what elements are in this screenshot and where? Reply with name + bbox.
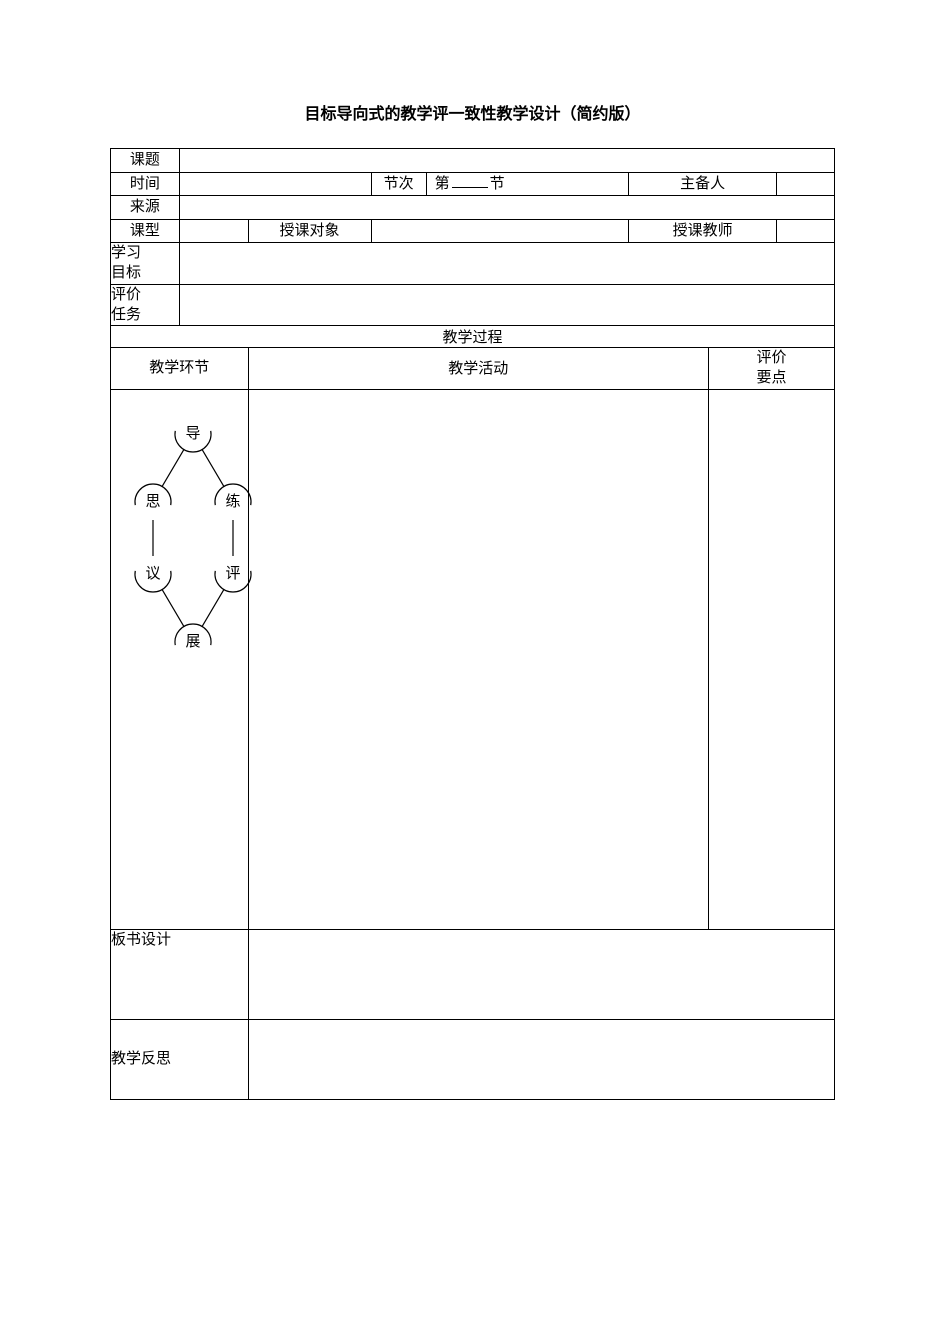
svg-text:练: 练 <box>225 493 240 510</box>
label-time: 时间 <box>111 172 180 196</box>
label-eval-point-l1: 评价 <box>756 350 786 366</box>
row-time: 时间 节次 第节 主备人 <box>111 172 835 196</box>
session-suffix: 节 <box>490 176 505 192</box>
lesson-plan-table: 课题 时间 节次 第节 主备人 来源 课型 授课对象 授课教师 <box>110 148 835 1100</box>
label-audience: 授课对象 <box>248 219 371 243</box>
input-board-design[interactable] <box>248 929 834 1019</box>
row-source: 来源 <box>111 196 835 220</box>
label-classtype: 课型 <box>111 219 180 243</box>
label-preparer: 主备人 <box>629 172 777 196</box>
svg-text:评: 评 <box>225 565 240 582</box>
input-teach-activity[interactable] <box>248 389 708 929</box>
input-topic[interactable] <box>179 149 834 173</box>
label-teacher: 授课教师 <box>629 219 777 243</box>
label-source: 来源 <box>111 196 180 220</box>
teaching-cycle-diagram: 导思 练议 评展 <box>111 398 276 688</box>
session-prefix: 第 <box>435 176 450 192</box>
label-eval-task: 评价 任务 <box>111 284 180 326</box>
label-session: 节次 <box>371 172 426 196</box>
label-process-header: 教学过程 <box>111 326 835 348</box>
label-eval-point: 评价 要点 <box>708 348 834 390</box>
label-eval-task-l2: 任务 <box>111 307 141 323</box>
input-eval-task[interactable] <box>179 284 834 326</box>
row-learning-goal: 学习 目标 <box>111 243 835 285</box>
input-session[interactable]: 第节 <box>426 172 629 196</box>
page-title: 目标导向式的教学评一致性教学设计（简约版） <box>110 100 835 124</box>
svg-text:导: 导 <box>185 426 200 442</box>
label-eval-point-l2: 要点 <box>756 370 786 386</box>
input-classtype[interactable] <box>179 219 248 243</box>
label-teach-reflect: 教学反思 <box>111 1019 249 1099</box>
label-teach-activity: 教学活动 <box>248 348 708 390</box>
row-process-header: 教学过程 <box>111 326 835 348</box>
row-teach-reflect: 教学反思 <box>111 1019 835 1099</box>
input-preparer[interactable] <box>776 172 834 196</box>
label-learning-goal: 学习 目标 <box>111 243 180 285</box>
row-process-subheader: 教学环节 教学活动 评价 要点 <box>111 348 835 390</box>
input-time[interactable] <box>179 172 371 196</box>
input-teach-reflect[interactable] <box>248 1019 834 1099</box>
session-blank[interactable] <box>452 173 488 188</box>
row-board-design: 板书设计 <box>111 929 835 1019</box>
input-eval-point[interactable] <box>708 389 834 929</box>
label-eval-task-l1: 评价 <box>111 287 141 303</box>
input-teacher[interactable] <box>776 219 834 243</box>
label-learning-goal-l1: 学习 <box>111 245 141 261</box>
label-topic: 课题 <box>111 149 180 173</box>
row-eval-task: 评价 任务 <box>111 284 835 326</box>
cell-diagram: 导思 练议 评展 <box>111 389 249 929</box>
label-teach-link: 教学环节 <box>111 348 249 390</box>
input-source[interactable] <box>179 196 834 220</box>
label-learning-goal-l2: 目标 <box>111 265 141 281</box>
svg-text:展: 展 <box>185 634 200 650</box>
row-classtype: 课型 授课对象 授课教师 <box>111 219 835 243</box>
svg-text:议: 议 <box>145 565 160 582</box>
row-topic: 课题 <box>111 149 835 173</box>
input-learning-goal[interactable] <box>179 243 834 285</box>
label-board-design: 板书设计 <box>111 929 249 1019</box>
svg-text:思: 思 <box>145 494 160 510</box>
row-process-body: 导思 练议 评展 <box>111 389 835 929</box>
input-audience[interactable] <box>371 219 629 243</box>
